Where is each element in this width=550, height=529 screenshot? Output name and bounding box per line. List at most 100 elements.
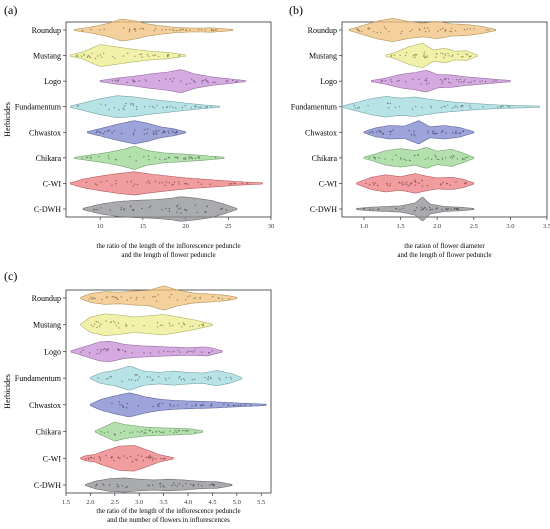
sample-point [155, 28, 157, 30]
sample-point [197, 181, 199, 183]
category-label: Mustang [309, 52, 337, 61]
sample-point [177, 430, 179, 432]
sample-point [125, 323, 127, 325]
sample-point [165, 181, 167, 183]
sample-point [437, 30, 439, 33]
sample-point [176, 205, 178, 208]
sample-point [158, 351, 160, 353]
sample-point [423, 53, 425, 56]
x-axis-label: the ratio of the length of the infloresc… [96, 507, 240, 515]
sample-point [432, 130, 434, 133]
sample-point [448, 55, 450, 57]
sample-point [96, 353, 98, 355]
sample-point [434, 208, 437, 210]
sample-point [466, 156, 469, 158]
sample-point [89, 56, 92, 59]
sample-point [130, 103, 132, 106]
sample-point [229, 376, 232, 379]
sample-point [109, 484, 111, 486]
sample-point [100, 323, 102, 325]
sample-point [174, 484, 176, 486]
sample-point [75, 55, 78, 57]
sample-point [113, 296, 115, 298]
sample-point [410, 134, 413, 136]
sample-point [123, 208, 126, 210]
sample-point [152, 457, 154, 459]
sample-points [79, 348, 213, 355]
sample-point [91, 52, 93, 55]
sample-point [96, 326, 98, 329]
sample-point [402, 207, 404, 209]
sample-point [202, 323, 205, 325]
sample-point [424, 206, 426, 209]
sample-point [178, 55, 180, 57]
sample-point [453, 208, 455, 210]
sample-point [162, 485, 164, 487]
sample-point [125, 102, 127, 105]
x-axis-label: the ratio of the length of the infloresc… [96, 242, 240, 250]
sample-point [453, 106, 456, 109]
sample-point [157, 55, 160, 58]
x-tick-label: 3.0 [135, 499, 143, 506]
sample-point [158, 182, 161, 184]
sample-point [402, 181, 404, 183]
sample-points [85, 180, 248, 187]
sample-point [145, 432, 147, 434]
sample-point [129, 156, 131, 158]
sample-point [470, 81, 472, 83]
sample-point [440, 52, 442, 54]
sample-point [367, 105, 369, 107]
sample-point [79, 351, 82, 353]
sample-point [152, 133, 155, 135]
sample-point [189, 29, 191, 31]
sample-point [171, 484, 173, 487]
category-label: Chikara [312, 154, 338, 163]
sample-point [415, 54, 417, 56]
sample-point [87, 54, 90, 57]
sample-point [132, 134, 135, 136]
sample-point [201, 485, 203, 487]
sample-point [455, 181, 457, 183]
sample-point [145, 80, 148, 83]
sample-point [149, 455, 151, 457]
sample-point [98, 325, 101, 327]
sample-point [399, 209, 401, 211]
sample-point [455, 208, 458, 210]
x-tick-label: 1.5 [397, 223, 405, 230]
violin-c-dwh [85, 477, 233, 493]
category-label: Logo [320, 77, 337, 86]
sample-point [98, 131, 100, 133]
sample-point [379, 131, 382, 133]
sample-point [185, 209, 188, 212]
sample-point [442, 129, 444, 132]
sample-point [88, 55, 91, 58]
sample-point [157, 294, 159, 296]
sample-point [207, 351, 210, 354]
sample-point [136, 459, 138, 461]
sample-point [380, 31, 382, 33]
category-label: Mustang [33, 321, 61, 330]
sample-point [185, 403, 188, 405]
sample-point [470, 107, 472, 109]
sample-point [88, 352, 91, 354]
sample-point [119, 404, 121, 406]
sample-point [136, 431, 139, 433]
sample-point [139, 431, 141, 433]
sample-point [158, 80, 160, 82]
sample-point [233, 182, 235, 185]
sample-point [412, 133, 415, 135]
sample-point [458, 81, 460, 83]
sample-point [230, 378, 232, 380]
sample-point [108, 108, 111, 111]
sample-point [386, 184, 389, 186]
sample-point [149, 429, 151, 431]
sample-point [426, 184, 429, 187]
sample-point [393, 54, 395, 56]
sample-point [164, 184, 166, 187]
sample-point [109, 209, 112, 211]
sample-point [182, 485, 184, 487]
sample-point [138, 80, 140, 82]
sample-point [148, 429, 150, 432]
sample-point [197, 156, 199, 158]
sample-point [151, 105, 154, 108]
